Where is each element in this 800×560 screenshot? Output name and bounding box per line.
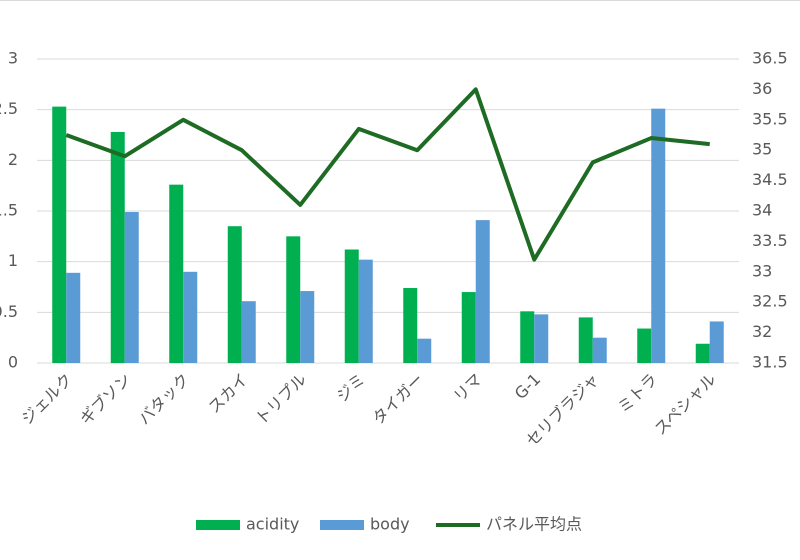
bar: [520, 311, 535, 363]
y2-tick-label: 32: [752, 322, 772, 341]
x-tick-label: トリプル: [252, 370, 311, 429]
bar: [358, 259, 373, 363]
bar: [709, 321, 724, 363]
bar: [52, 106, 67, 364]
x-tick-label: バタック: [135, 370, 194, 429]
bar: [403, 288, 418, 363]
y-tick-label: 1.5: [0, 201, 18, 220]
legend-label: body: [370, 515, 410, 534]
y2-tick-label: 36.5: [752, 49, 788, 68]
bar: [66, 272, 81, 363]
bar: [124, 212, 139, 363]
line-series: [65, 87, 710, 262]
x-tick-label: スペシャル: [651, 370, 720, 439]
bar: [286, 236, 301, 363]
bar: [637, 328, 652, 363]
legend-marker: [320, 520, 364, 530]
bar: [592, 337, 607, 363]
y2-tick-label: 31.5: [752, 353, 788, 372]
bar: [169, 184, 184, 363]
bar: [417, 338, 432, 363]
y-tick-label: 0.5: [0, 302, 18, 321]
bar: [183, 271, 198, 363]
bar: [227, 226, 242, 363]
y2-tick-label: 33.5: [752, 231, 788, 250]
y2-tick-label: 34: [752, 201, 772, 220]
x-tick-label: G-1: [511, 370, 544, 403]
x-tick-label: タイガー: [369, 370, 428, 429]
legend-marker: [196, 520, 240, 530]
y2-tick-label: 36: [752, 79, 772, 98]
x-tick-label: スカイ: [204, 370, 251, 417]
y-tick-label: 0: [8, 353, 18, 372]
y2-tick-label: 35.5: [752, 109, 788, 128]
bar: [475, 220, 490, 363]
x-tick-label: リマ: [450, 370, 486, 406]
x-tick-label: ジミ: [333, 370, 369, 406]
y2-tick-label: 32.5: [752, 292, 788, 311]
bar: [110, 131, 125, 363]
x-tick-label: ジェルク: [18, 370, 77, 429]
x-tick-label: ギブソン: [76, 370, 135, 429]
bar: [651, 108, 666, 363]
legend-label: パネル平均点: [486, 515, 582, 534]
y2-tick-label: 33: [752, 261, 772, 280]
bar: [534, 314, 549, 363]
y-tick-label: 2.5: [0, 99, 18, 118]
y-tick-label: 2: [8, 150, 18, 169]
bar: [300, 291, 315, 363]
bar: [695, 343, 710, 363]
bar: [241, 301, 256, 363]
y2-tick-label: 35: [752, 140, 772, 159]
bar: [578, 317, 593, 363]
bar: [344, 249, 359, 363]
y-tick-label: 1: [8, 251, 18, 270]
bar: [461, 292, 476, 363]
y-tick-label: 3: [8, 49, 18, 68]
x-tick-label: ミトラ: [614, 370, 661, 417]
y2-tick-label: 34.5: [752, 170, 788, 189]
legend-label: acidity: [246, 515, 299, 534]
